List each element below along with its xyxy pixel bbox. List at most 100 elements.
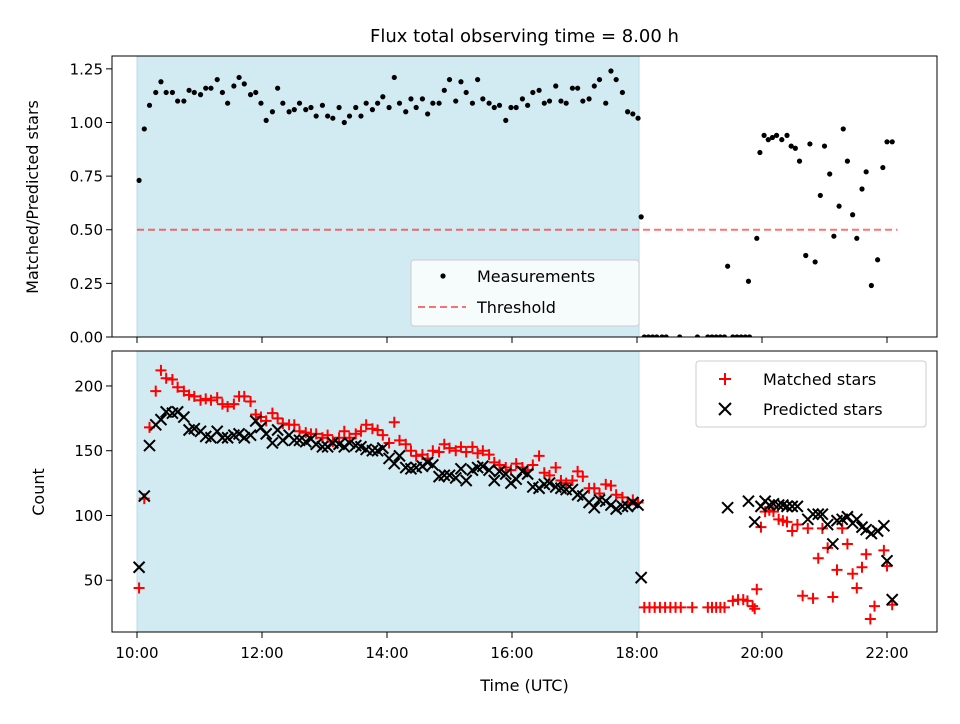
- matched-star-point: [494, 459, 505, 471]
- matched-star-point: [228, 398, 240, 410]
- measurement-point: [225, 100, 231, 106]
- matched-star-point: [749, 603, 761, 615]
- matched-star-point: [172, 381, 184, 393]
- count-points: [132, 364, 899, 625]
- matched-star-point: [807, 592, 819, 604]
- measurement-point: [563, 100, 569, 106]
- matched-star-point: [860, 548, 872, 560]
- matched-star-point: [410, 450, 422, 462]
- measurement-point: [458, 79, 464, 85]
- top-legend: Measurements Threshold: [410, 259, 640, 327]
- measurement-point: [446, 76, 453, 83]
- legend-matched-label: Matched stars: [763, 370, 876, 389]
- measurement-point: [659, 334, 665, 337]
- measurement-point: [475, 76, 481, 83]
- matched-star-point: [605, 480, 617, 492]
- measurement-point: [346, 113, 353, 119]
- predicted-star-point: [238, 431, 251, 444]
- matched-star-point: [377, 429, 389, 441]
- predicted-star-point: [244, 428, 257, 442]
- measurement-point: [197, 92, 204, 98]
- measurement-point: [880, 164, 886, 171]
- measurement-point: [486, 100, 492, 106]
- bottom-x-tick-label: 14:00: [365, 644, 408, 662]
- predicted-star-point: [631, 498, 645, 512]
- measurement-point: [136, 177, 142, 184]
- matched-star-point: [878, 544, 890, 556]
- measurement-point: [463, 89, 469, 96]
- bottom-x-tick-label: 16:00: [490, 644, 533, 662]
- measurement-point: [677, 334, 683, 337]
- measurement-point: [889, 139, 895, 145]
- predicted-star-point: [609, 502, 623, 516]
- measurement-point: [761, 132, 767, 138]
- legend-predicted-label: Predicted stars: [763, 400, 883, 419]
- measurement-point: [580, 98, 586, 104]
- predicted-star-point: [880, 554, 894, 567]
- measurement-point: [859, 186, 865, 192]
- measurement-point: [831, 233, 837, 239]
- measurement-point: [635, 115, 641, 121]
- measurement-point: [827, 171, 833, 177]
- measurement-point: [779, 137, 785, 143]
- predicted-star-point: [426, 458, 440, 472]
- measurement-point: [769, 134, 776, 141]
- matched-star-point: [133, 582, 145, 594]
- matched-star-point: [812, 552, 824, 564]
- matched-star-point: [577, 471, 589, 483]
- measurement-point: [141, 126, 147, 132]
- matched-star-point: [166, 373, 178, 385]
- bottom-axes-frame: [111, 350, 938, 633]
- measurement-point: [369, 107, 376, 113]
- chart-title: Flux total observing time = 8.00 h: [370, 26, 679, 47]
- bottom-y-tick-label: 50: [84, 572, 103, 590]
- predicted-star-point: [259, 427, 273, 441]
- measurement-point: [163, 89, 169, 96]
- measurement-point: [247, 92, 254, 98]
- bottom-x-tick-label: 12:00: [240, 644, 283, 662]
- matched-star-point: [455, 441, 467, 453]
- bottom-x-tick-label: 22:00: [865, 644, 908, 662]
- matched-star-point: [383, 437, 395, 449]
- measurement-point: [638, 214, 644, 220]
- measurement-point: [868, 282, 874, 289]
- measurement-point: [425, 111, 431, 117]
- matched-star-point: [372, 424, 384, 436]
- matched-star-point: [841, 538, 853, 550]
- predicted-star-point: [221, 431, 234, 444]
- matched-star-point: [827, 591, 839, 603]
- measurement-point: [308, 104, 314, 111]
- predicted-star-point: [288, 434, 301, 447]
- bottom-x-axis: 10:00 12:00 14:00 16:00 18:00 20:00 22:00: [115, 632, 909, 662]
- measurement-point: [817, 192, 823, 199]
- matched-star-point: [460, 446, 472, 458]
- top-y-tick-label: 1.25: [70, 60, 103, 78]
- matched-star-point: [856, 561, 868, 573]
- matched-star-point: [355, 425, 367, 437]
- measurement-point: [654, 334, 660, 337]
- measurement-point: [863, 169, 869, 175]
- matched-star-point: [400, 438, 412, 450]
- measurement-point: [694, 334, 701, 337]
- matched-star-point: [600, 478, 612, 490]
- measurement-point: [850, 212, 856, 218]
- matched-star-point: [288, 419, 300, 431]
- matched-star-point: [566, 474, 578, 486]
- matched-star-point: [350, 428, 362, 440]
- measurement-point: [413, 104, 419, 111]
- matched-star-point: [538, 467, 550, 479]
- measurement-point: [186, 87, 192, 93]
- bottom-x-tick-label: 18:00: [615, 644, 658, 662]
- matched-star-point: [222, 401, 234, 413]
- matched-star-point: [851, 582, 863, 594]
- predicted-star-point: [742, 495, 755, 508]
- measurement-point: [738, 334, 744, 337]
- predicted-star-point: [316, 440, 329, 454]
- measurement-point: [619, 89, 626, 96]
- top-panel: 0.00 0.25 0.50 0.75 1.00 1.25 Matched/Predict…: [23, 55, 938, 347]
- measurement-point: [146, 102, 153, 108]
- measurement-point: [553, 83, 559, 89]
- matched-star-point: [427, 445, 439, 457]
- measurement-point: [625, 109, 631, 115]
- legend-measurements-marker: [440, 273, 446, 279]
